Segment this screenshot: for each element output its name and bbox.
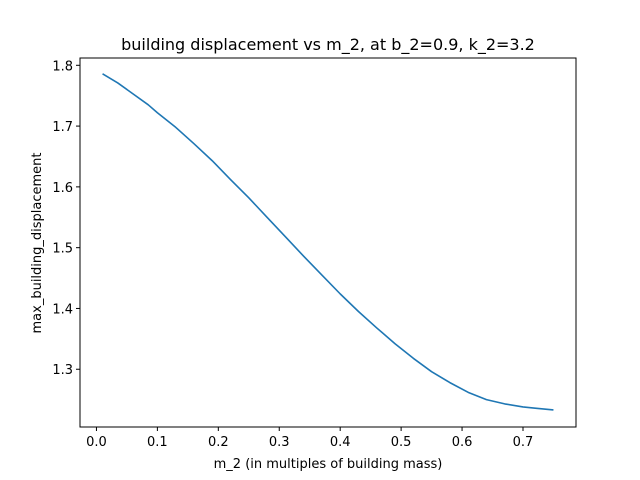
x-tick-label: 0.1: [147, 435, 168, 450]
y-tick-label: 1.7: [52, 120, 73, 135]
ticks-layer: 0.0 0.1 0.2 0.3 0.4 0.5 0.6 0.7 1.3 1.4 1.5 1.6 1.7 1…: [52, 59, 533, 450]
x-tick-label: 0.0: [86, 435, 107, 450]
y-tick-label: 1.8: [52, 59, 73, 74]
y-tick-label: 1.3: [52, 363, 73, 378]
plot-frame: [79, 57, 577, 428]
y-tick-label: 1.4: [52, 302, 73, 317]
chart-title: building displacement vs m_2, at b_2=0.9…: [121, 35, 535, 55]
x-tick-label: 0.2: [208, 435, 229, 450]
x-tick-label: 0.4: [330, 435, 351, 450]
x-tick-label: 0.3: [269, 435, 290, 450]
x-axis-label: m_2 (in multiples of building mass): [214, 457, 443, 472]
x-tick-label: 0.6: [452, 435, 473, 450]
x-tick-label: 0.5: [391, 435, 412, 450]
x-tick-label: 0.7: [513, 435, 534, 450]
y-axis-label: max_building_displacement: [30, 152, 45, 333]
series-layer: [102, 73, 554, 411]
y-tick-label: 1.5: [52, 242, 73, 257]
series-line-0: [102, 73, 554, 411]
y-tick-label: 1.6: [52, 181, 73, 196]
